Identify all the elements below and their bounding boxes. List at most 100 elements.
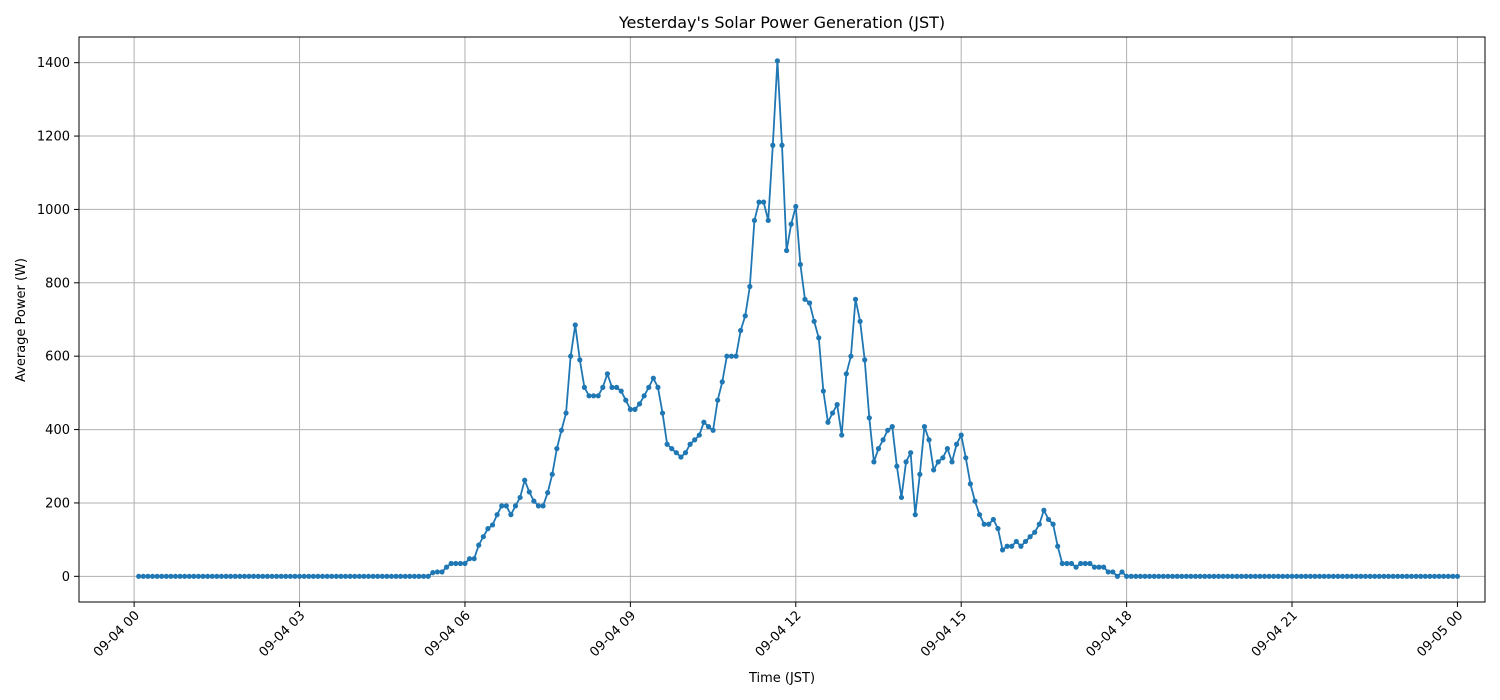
data-point (1156, 573, 1162, 579)
data-point (384, 573, 390, 579)
data-point (1174, 573, 1180, 579)
x-axis-label: Time (JST) (748, 671, 815, 686)
data-point (682, 450, 689, 456)
data-point (1385, 573, 1392, 579)
data-point (416, 573, 422, 579)
data-point (393, 573, 399, 579)
data-point (177, 573, 183, 579)
data-point (1330, 573, 1336, 579)
data-point (986, 521, 992, 527)
data-point (921, 424, 928, 430)
data-point (600, 384, 606, 390)
data-point (172, 573, 179, 579)
data-point (747, 283, 753, 290)
data-point (319, 573, 326, 579)
data-point (761, 199, 767, 205)
data-point (857, 318, 863, 324)
data-point (1197, 573, 1203, 579)
data-point (866, 415, 872, 421)
data-point (885, 427, 891, 433)
data-point (963, 455, 969, 461)
data-point (168, 573, 174, 579)
data-point (655, 384, 661, 390)
data-point (875, 446, 882, 452)
data-point (692, 437, 698, 443)
data-point (407, 573, 413, 579)
y-tick-label: 200 (45, 496, 70, 511)
data-point (1372, 573, 1378, 579)
data-point (251, 573, 257, 579)
data-point (480, 534, 486, 540)
data-point (182, 573, 188, 579)
data-point (1298, 573, 1304, 579)
data-point (1312, 573, 1318, 579)
data-point (499, 503, 505, 509)
data-point (1404, 573, 1410, 579)
data-point (540, 503, 546, 509)
data-point (1436, 573, 1442, 579)
data-point (425, 573, 431, 579)
data-point (1124, 573, 1130, 579)
y-tick-label: 800 (45, 276, 70, 291)
data-point (531, 498, 537, 504)
data-point (1252, 573, 1258, 579)
data-point (604, 371, 611, 377)
data-point (613, 384, 620, 390)
data-point (1192, 573, 1199, 579)
data-point (894, 463, 900, 469)
chart-title: Yesterday's Solar Power Generation (JST) (618, 13, 945, 32)
data-point (214, 573, 220, 579)
data-point (1229, 573, 1235, 579)
data-point (1055, 543, 1061, 549)
data-point (1128, 573, 1134, 579)
data-point (774, 58, 781, 64)
data-point (1271, 573, 1277, 579)
data-point (1114, 573, 1121, 579)
data-point (466, 556, 473, 562)
data-point (623, 397, 629, 403)
data-point (678, 454, 684, 460)
data-point (834, 402, 840, 408)
data-point (370, 573, 376, 579)
data-point (430, 570, 436, 576)
data-point (1004, 543, 1010, 549)
data-point (228, 573, 234, 579)
x-tick-label: 09-04 06 (422, 608, 474, 660)
data-point (218, 573, 225, 579)
data-point (462, 560, 468, 567)
data-point (554, 446, 560, 452)
data-point (223, 573, 229, 579)
data-point (476, 542, 482, 548)
data-point (1018, 543, 1024, 549)
data-point (278, 573, 284, 579)
data-point (315, 573, 321, 579)
data-point (770, 142, 776, 148)
data-point (1321, 573, 1327, 579)
data-point (517, 494, 523, 501)
data-point (852, 296, 859, 302)
data-point (154, 573, 160, 579)
data-point (1422, 573, 1428, 579)
data-point (1248, 573, 1254, 579)
data-point (232, 573, 238, 579)
data-point (292, 573, 298, 579)
data-point (1036, 521, 1042, 527)
data-point (1381, 573, 1387, 579)
data-point (301, 573, 307, 579)
data-point (1362, 573, 1369, 579)
grid-lines (79, 37, 1485, 602)
data-point (1032, 529, 1038, 535)
data-point (751, 217, 758, 224)
data-point (200, 573, 206, 579)
data-point (1358, 573, 1364, 579)
data-point (862, 357, 868, 363)
data-point (1284, 573, 1291, 579)
data-point (379, 573, 385, 579)
y-tick-label: 1200 (37, 130, 70, 145)
data-point (659, 410, 666, 416)
data-point (829, 410, 836, 416)
data-point (1179, 573, 1185, 579)
data-point (1280, 573, 1286, 579)
data-point (306, 573, 312, 579)
data-point (848, 353, 854, 359)
